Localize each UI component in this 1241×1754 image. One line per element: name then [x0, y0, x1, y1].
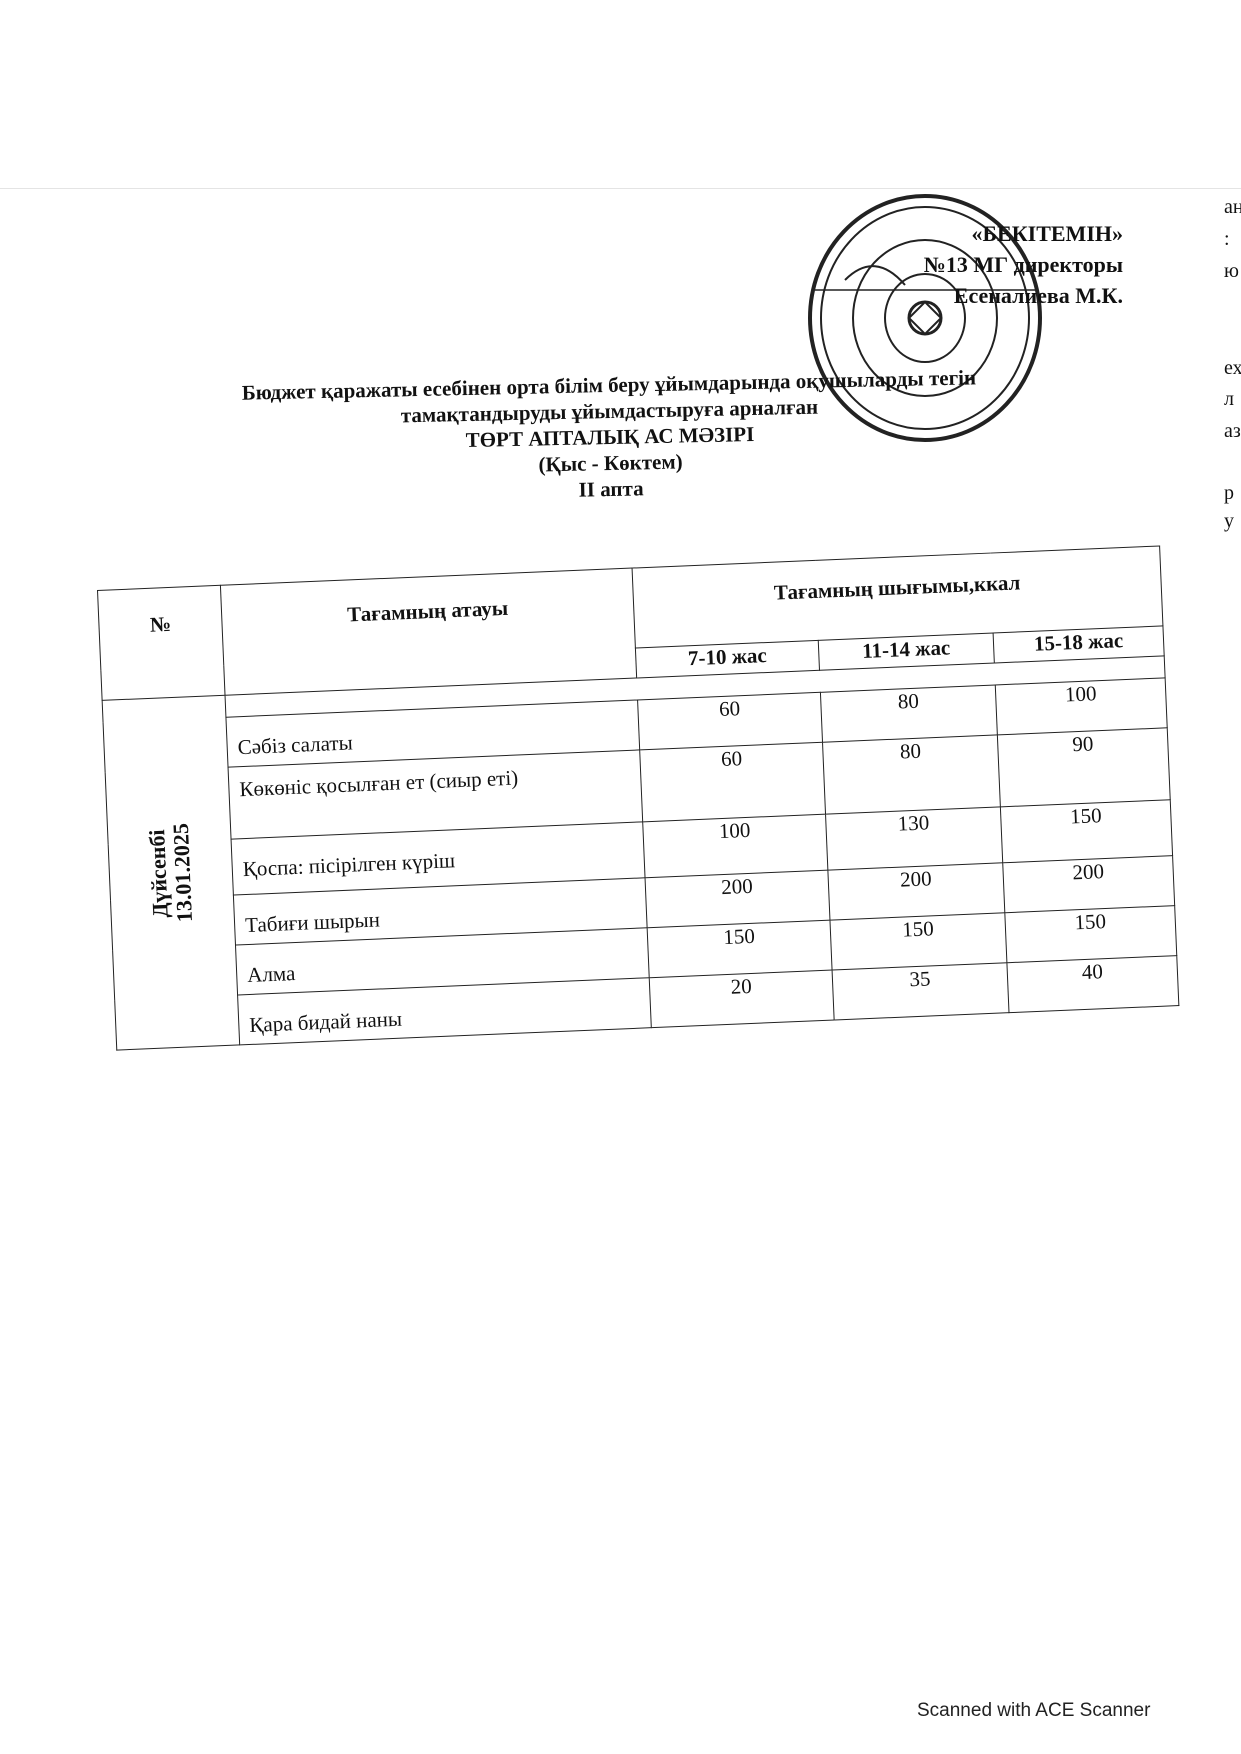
header-number: № [97, 585, 226, 701]
kcal-7-10: 200 [645, 870, 830, 928]
kcal-15-18: 150 [1000, 799, 1173, 863]
official-stamp [808, 194, 1042, 442]
approval-name: Есеналиева М.К. [953, 283, 1123, 308]
edge-fragment: л [1224, 388, 1234, 410]
edge-fragment: р [1224, 482, 1234, 504]
edge-fragment: ан [1224, 196, 1241, 218]
menu-table-wrapper: № Тағамның атауы Тағамның шығымы,ккал 7-… [97, 545, 1179, 1051]
kcal-15-18: 150 [1004, 905, 1177, 963]
header-dish-name: Тағамның атауы [220, 568, 637, 696]
kcal-11-14: 35 [832, 962, 1009, 1021]
kcal-11-14: 130 [825, 806, 1003, 871]
approval-position: №13 МГ директоры [923, 252, 1123, 277]
kcal-11-14: 150 [829, 912, 1007, 971]
kcal-7-10: 100 [642, 814, 828, 878]
kcal-7-10: 60 [639, 742, 826, 822]
edge-fragment: у [1224, 510, 1234, 532]
edge-fragment: аз [1224, 420, 1241, 442]
edge-fragment: : [1224, 228, 1230, 250]
day-cell: Дүйсенбі 13.01.2025 [102, 695, 240, 1051]
day-date: 13.01.2025 [167, 822, 197, 923]
kcal-7-10: 60 [637, 692, 823, 750]
approval-block: «БЕКІТЕМІН» №13 МГ директоры Есеналиева … [924, 218, 1123, 311]
edge-fragment: ех [1224, 357, 1241, 379]
menu-table: № Тағамның атауы Тағамның шығымы,ккал 7-… [97, 545, 1179, 1051]
kcal-7-10: 150 [647, 920, 833, 978]
kcal-15-18: 40 [1006, 955, 1179, 1013]
kcal-15-18: 200 [1002, 855, 1175, 913]
kcal-11-14: 80 [822, 734, 1001, 815]
kcal-15-18: 100 [995, 677, 1168, 735]
kcal-15-18: 90 [997, 727, 1171, 807]
kcal-11-14: 80 [820, 684, 998, 743]
scanner-watermark: Scanned with ACE Scanner [917, 1700, 1151, 1721]
edge-fragment: ю [1224, 260, 1239, 282]
scan-edge [0, 188, 1241, 189]
approval-heading: «БЕКІТЕМІН» [971, 221, 1123, 246]
kcal-11-14: 200 [827, 862, 1005, 921]
kcal-7-10: 20 [649, 970, 835, 1028]
document-title: Бюджет қаражаты есебінен орта білім беру… [159, 363, 1062, 512]
